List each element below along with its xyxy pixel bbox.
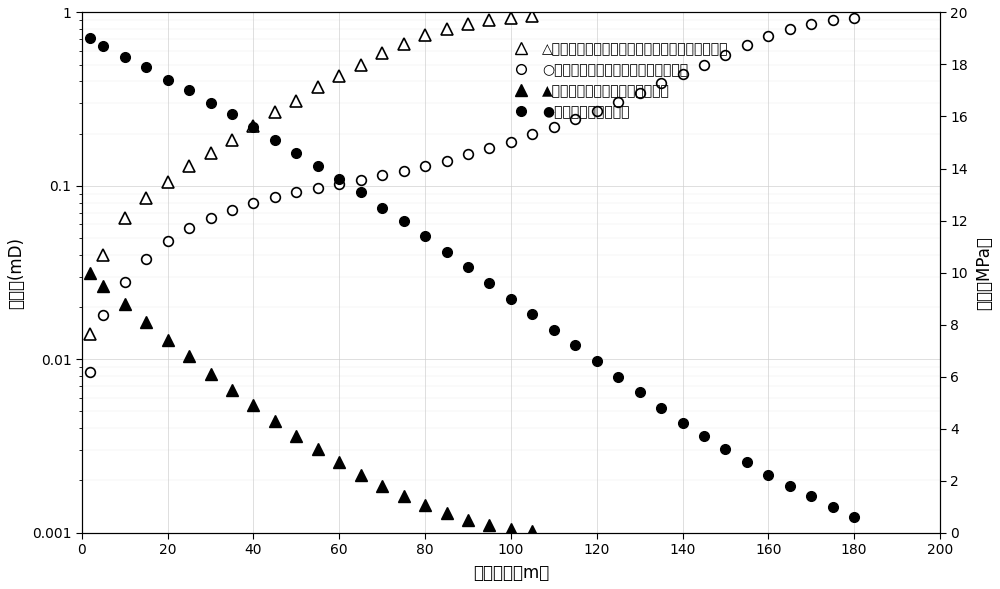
Legend: △原油流动最小渗透率；考虑井底流压及启动压力, ○原油流动最小渗透率；考虑启动压力, ▲压差；考虑井底流压及启动压力, ●压差；考虑启动压力: △原油流动最小渗透率；考虑井底流压及启动压力, ○原油流动最小渗透率；考虑启动压…: [501, 35, 736, 125]
X-axis label: 距井距离（m）: 距井距离（m）: [473, 564, 549, 582]
Y-axis label: 压差（MPa）: 压差（MPa）: [975, 236, 993, 309]
Y-axis label: 渗透率(mD): 渗透率(mD): [7, 237, 25, 309]
